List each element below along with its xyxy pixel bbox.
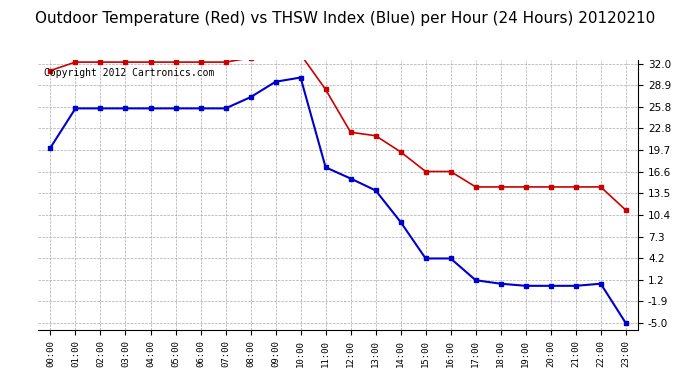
Text: Outdoor Temperature (Red) vs THSW Index (Blue) per Hour (24 Hours) 20120210: Outdoor Temperature (Red) vs THSW Index … bbox=[35, 11, 655, 26]
Text: Copyright 2012 Cartronics.com: Copyright 2012 Cartronics.com bbox=[44, 68, 215, 78]
